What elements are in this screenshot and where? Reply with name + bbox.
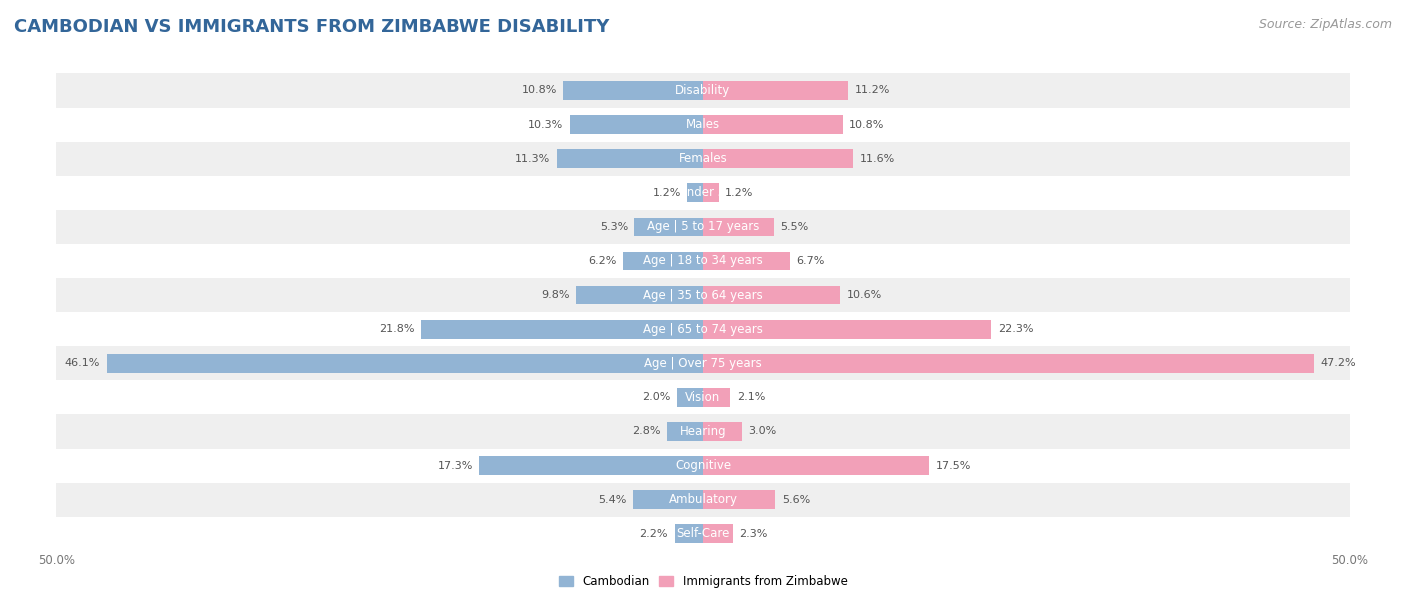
Bar (623, 252, 703, 271)
Text: 2.0%: 2.0% (643, 392, 671, 402)
Text: 10.6%: 10.6% (846, 290, 882, 300)
Bar (56, 176, 1350, 210)
Text: Age | Over 75 years: Age | Over 75 years (644, 357, 762, 370)
Bar (703, 456, 929, 475)
Bar (675, 524, 703, 543)
Bar (56, 449, 1350, 483)
Text: 5.3%: 5.3% (600, 222, 628, 232)
Bar (56, 141, 1350, 176)
Bar (557, 149, 703, 168)
Text: 2.1%: 2.1% (737, 392, 765, 402)
Bar (633, 490, 703, 509)
Text: 17.3%: 17.3% (437, 461, 472, 471)
Text: Females: Females (679, 152, 727, 165)
Text: Age | 18 to 34 years: Age | 18 to 34 years (643, 255, 763, 267)
Bar (688, 184, 703, 202)
Text: 47.2%: 47.2% (1320, 358, 1355, 368)
Text: 6.2%: 6.2% (588, 256, 616, 266)
Bar (107, 354, 703, 373)
Bar (703, 252, 790, 271)
Bar (569, 115, 703, 134)
Bar (576, 286, 703, 304)
Bar (703, 490, 776, 509)
Bar (678, 388, 703, 407)
Bar (56, 73, 1350, 108)
Bar (634, 217, 703, 236)
Bar (56, 517, 1350, 551)
Bar (703, 422, 742, 441)
Bar (703, 81, 848, 100)
Text: 9.8%: 9.8% (541, 290, 569, 300)
Text: Age | Under 5 years: Age | Under 5 years (644, 186, 762, 200)
Text: Cognitive: Cognitive (675, 459, 731, 472)
Text: 5.5%: 5.5% (780, 222, 808, 232)
Text: 2.3%: 2.3% (740, 529, 768, 539)
Bar (56, 210, 1350, 244)
Text: Ambulatory: Ambulatory (668, 493, 738, 506)
Text: Males: Males (686, 118, 720, 131)
Bar (703, 149, 853, 168)
Bar (56, 108, 1350, 141)
Legend: Cambodian, Immigrants from Zimbabwe: Cambodian, Immigrants from Zimbabwe (554, 570, 852, 592)
Bar (703, 184, 718, 202)
Bar (56, 278, 1350, 312)
Bar (703, 388, 730, 407)
Text: 17.5%: 17.5% (936, 461, 972, 471)
Bar (703, 524, 733, 543)
Text: 10.3%: 10.3% (529, 119, 564, 130)
Bar (479, 456, 703, 475)
Text: 11.2%: 11.2% (855, 86, 890, 95)
Bar (56, 483, 1350, 517)
Bar (420, 320, 703, 338)
Text: Age | 35 to 64 years: Age | 35 to 64 years (643, 289, 763, 302)
Text: Age | 65 to 74 years: Age | 65 to 74 years (643, 323, 763, 335)
Text: 46.1%: 46.1% (65, 358, 100, 368)
Text: 11.3%: 11.3% (515, 154, 550, 163)
Text: Hearing: Hearing (679, 425, 727, 438)
Text: 2.8%: 2.8% (631, 427, 661, 436)
Text: 1.2%: 1.2% (725, 188, 754, 198)
Bar (56, 380, 1350, 414)
Text: 10.8%: 10.8% (522, 86, 557, 95)
Text: Disability: Disability (675, 84, 731, 97)
Text: Age | 5 to 17 years: Age | 5 to 17 years (647, 220, 759, 233)
Text: 6.7%: 6.7% (796, 256, 824, 266)
Text: 3.0%: 3.0% (748, 427, 776, 436)
Text: 21.8%: 21.8% (380, 324, 415, 334)
Text: 5.6%: 5.6% (782, 494, 810, 505)
Bar (666, 422, 703, 441)
Text: 2.2%: 2.2% (640, 529, 668, 539)
Text: Source: ZipAtlas.com: Source: ZipAtlas.com (1258, 18, 1392, 31)
Bar (56, 312, 1350, 346)
Text: 11.6%: 11.6% (859, 154, 894, 163)
Bar (56, 346, 1350, 380)
Text: Vision: Vision (685, 391, 721, 404)
Text: 1.2%: 1.2% (652, 188, 681, 198)
Text: 10.8%: 10.8% (849, 119, 884, 130)
Bar (703, 320, 991, 338)
Text: 22.3%: 22.3% (998, 324, 1033, 334)
Bar (56, 244, 1350, 278)
Bar (703, 286, 841, 304)
Bar (703, 115, 842, 134)
Bar (56, 414, 1350, 449)
Bar (564, 81, 703, 100)
Text: CAMBODIAN VS IMMIGRANTS FROM ZIMBABWE DISABILITY: CAMBODIAN VS IMMIGRANTS FROM ZIMBABWE DI… (14, 18, 609, 36)
Text: Self-Care: Self-Care (676, 528, 730, 540)
Bar (703, 217, 775, 236)
Bar (703, 354, 1313, 373)
Text: 5.4%: 5.4% (599, 494, 627, 505)
